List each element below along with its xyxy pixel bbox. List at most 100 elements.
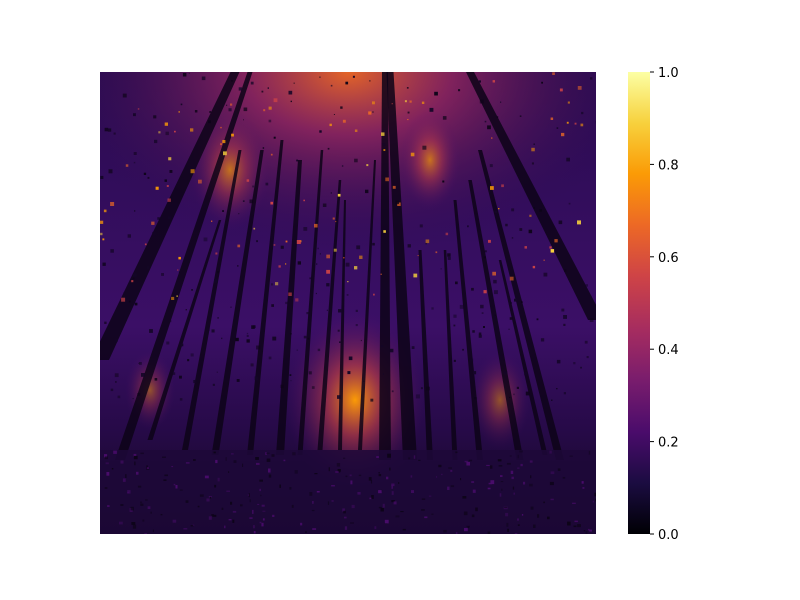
canopy-speckle	[577, 220, 581, 225]
canopy-speckle	[137, 393, 141, 396]
canopy-speckle	[563, 315, 567, 319]
ground-texture	[577, 524, 581, 528]
canopy-speckle	[509, 276, 514, 281]
canopy-speckle	[483, 256, 486, 259]
ground-texture	[249, 499, 251, 503]
ground-texture	[436, 476, 438, 478]
ground-texture	[185, 500, 189, 503]
ground-texture	[162, 456, 166, 458]
ground-texture	[589, 529, 592, 532]
canopy-speckle	[505, 223, 508, 227]
canopy-speckle	[490, 186, 494, 190]
canopy-speckle	[413, 273, 418, 278]
canopy-speckle	[407, 244, 411, 248]
canopy-speckle	[340, 106, 343, 109]
canopy-speckle	[580, 366, 582, 369]
canopy-speckle	[354, 158, 358, 163]
ground-texture	[125, 474, 127, 478]
canopy-speckle	[237, 265, 239, 267]
ground-texture	[268, 468, 271, 473]
canopy-speckle	[429, 107, 434, 112]
ground-texture	[583, 530, 586, 532]
canopy-speckle	[341, 165, 344, 167]
colorbar-ticks: 0.0 0.2 0.4 0.6 0.8 1.0	[650, 66, 679, 543]
canopy-speckle	[164, 179, 167, 182]
ground-texture	[537, 514, 540, 518]
ground-texture	[272, 514, 275, 517]
canopy-speckle	[434, 91, 438, 96]
ground-texture	[311, 509, 315, 512]
canopy-speckle	[212, 383, 215, 386]
canopy-speckle	[337, 395, 341, 399]
ground-texture	[549, 450, 552, 454]
canopy-speckle	[435, 251, 438, 254]
ground-texture	[225, 457, 227, 461]
canopy-speckle	[125, 164, 129, 167]
canopy-speckle	[558, 220, 563, 225]
ground-texture	[350, 522, 354, 524]
ground-texture	[455, 532, 458, 534]
canopy-speckle	[355, 309, 358, 312]
ground-texture	[543, 501, 545, 504]
tree-trunk	[338, 200, 346, 450]
ground-texture	[549, 481, 554, 486]
canopy-speckle	[273, 244, 276, 246]
ground-texture	[291, 504, 294, 508]
ground-texture	[338, 469, 341, 473]
canopy-speckle	[141, 373, 145, 377]
canopy-speckle	[121, 297, 126, 302]
ground-texture	[104, 456, 108, 460]
canopy-speckle	[226, 104, 228, 106]
ground-texture	[257, 503, 260, 505]
ground-texture	[572, 502, 576, 504]
canopy-speckle	[182, 73, 187, 77]
canopy-speckle	[447, 256, 451, 260]
tree-trunk	[276, 160, 302, 455]
canopy-speckle	[447, 253, 451, 257]
canopy-speckle	[360, 339, 362, 342]
ground-texture	[466, 525, 470, 527]
ground-texture	[512, 486, 515, 490]
ground-texture	[517, 524, 520, 526]
canopy-speckle	[100, 175, 104, 179]
canopy-speckle	[271, 283, 274, 286]
ground-texture	[344, 516, 347, 519]
canopy-speckle	[566, 157, 570, 162]
ground-texture	[232, 519, 235, 523]
ground-texture	[173, 483, 176, 486]
ground-texture	[228, 471, 230, 473]
canopy-speckle	[149, 329, 153, 333]
ground-texture	[343, 510, 346, 514]
canopy-speckle	[554, 239, 558, 243]
canopy-speckle	[272, 336, 277, 341]
ground-texture	[140, 503, 144, 506]
tree-trunk	[468, 180, 524, 460]
ground-texture	[569, 455, 573, 457]
canopy-speckle	[333, 114, 335, 115]
colorbar-tick-label: 0.8	[658, 158, 679, 173]
canopy-speckle	[453, 324, 456, 327]
canopy-speckle	[172, 372, 176, 375]
canopy-speckle	[509, 396, 511, 398]
canopy-speckle	[455, 281, 458, 285]
canopy-speckle	[347, 281, 349, 283]
ground-texture	[557, 468, 561, 471]
ground-texture	[283, 459, 286, 462]
canopy-speckle	[209, 111, 212, 113]
ground-texture	[294, 470, 298, 474]
ground-texture	[206, 498, 210, 502]
canopy-speckle	[491, 137, 493, 139]
canopy-speckle	[425, 239, 430, 244]
canopy-speckle	[561, 308, 565, 312]
canopy-speckle	[308, 371, 312, 375]
ground-texture	[262, 510, 266, 512]
canopy-speckle	[188, 72, 190, 74]
canopy-speckle	[268, 356, 272, 360]
ground-texture	[137, 485, 142, 488]
canopy-speckle	[268, 119, 272, 123]
canopy-speckle	[207, 328, 210, 331]
ground-texture	[398, 482, 400, 484]
ground-texture	[268, 474, 272, 478]
ground-texture	[152, 529, 154, 532]
ground-texture	[498, 465, 503, 467]
